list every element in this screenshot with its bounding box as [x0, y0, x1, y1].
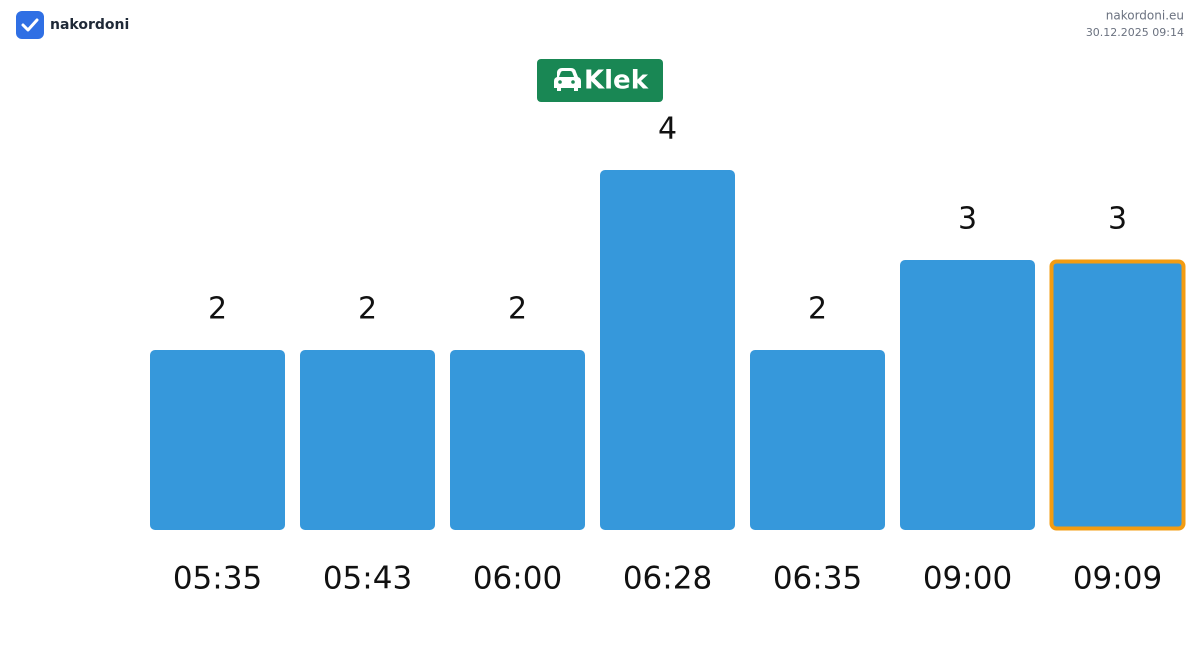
x-tick-label: 09:09: [1073, 561, 1162, 597]
x-tick-label: 05:35: [173, 561, 262, 597]
check-mark: [21, 18, 39, 32]
x-tick-label: 05:43: [323, 561, 412, 597]
car-icon: [554, 68, 581, 91]
bar: [150, 350, 285, 530]
bar: [300, 350, 435, 530]
bar: [1049, 259, 1186, 531]
bar: [600, 170, 735, 530]
value-label: 3: [958, 202, 977, 237]
site: nakordoni.eu: [1106, 9, 1184, 23]
bar: [900, 260, 1035, 530]
bar: [450, 350, 585, 530]
value-label: 4: [658, 112, 677, 147]
bar: [750, 350, 885, 530]
value-label: 2: [208, 292, 227, 327]
x-tick-label: 09:00: [923, 561, 1012, 597]
brand-icon: [16, 11, 44, 39]
timestamp: 30.12.2025 09:14: [1086, 26, 1184, 39]
x-tick-label: 06:28: [623, 561, 712, 597]
value-label: 2: [358, 292, 377, 327]
value-label: 2: [808, 292, 827, 327]
value-label: 3: [1108, 202, 1127, 237]
x-tick-label: 06:00: [473, 561, 562, 597]
x-tick-label: 06:35: [773, 561, 862, 597]
brand: nakordoni: [50, 17, 129, 33]
value-label: 2: [508, 292, 527, 327]
chart-title: Klek: [584, 66, 649, 96]
